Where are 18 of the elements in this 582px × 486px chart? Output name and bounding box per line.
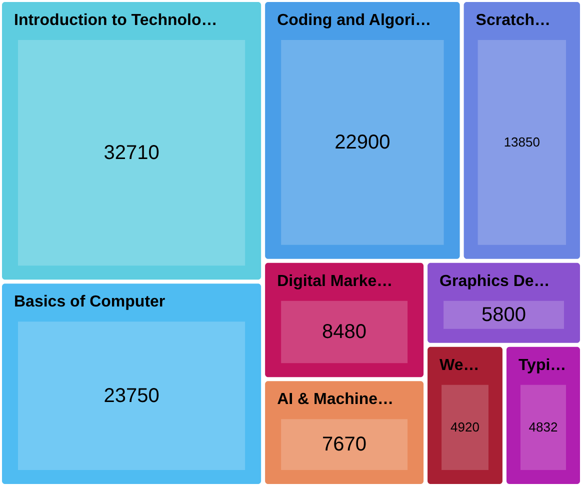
data-label: 32710: [104, 142, 160, 164]
data-label: 4832: [528, 419, 558, 434]
category-label: Graphics De…: [440, 272, 550, 290]
category-label: Scratch…: [476, 12, 551, 29]
category-label: We…: [440, 356, 480, 374]
data-label: 23750: [104, 384, 160, 407]
data-label: 5800: [482, 304, 526, 326]
data-label: 8480: [322, 321, 367, 344]
category-label: Introduction to Technolo…: [14, 12, 218, 29]
category-label: Coding and Algori…: [277, 12, 432, 29]
category-label: Digital Marke…: [277, 272, 393, 290]
data-label: 22900: [334, 131, 390, 154]
data-label: 7670: [322, 434, 367, 456]
category-label: AI & Machine…: [277, 391, 394, 408]
data-label: 13850: [504, 134, 540, 150]
category-label: Typi…: [518, 356, 566, 374]
category-label: Basics of Computer: [14, 294, 166, 311]
data-label: 4920: [450, 419, 480, 434]
